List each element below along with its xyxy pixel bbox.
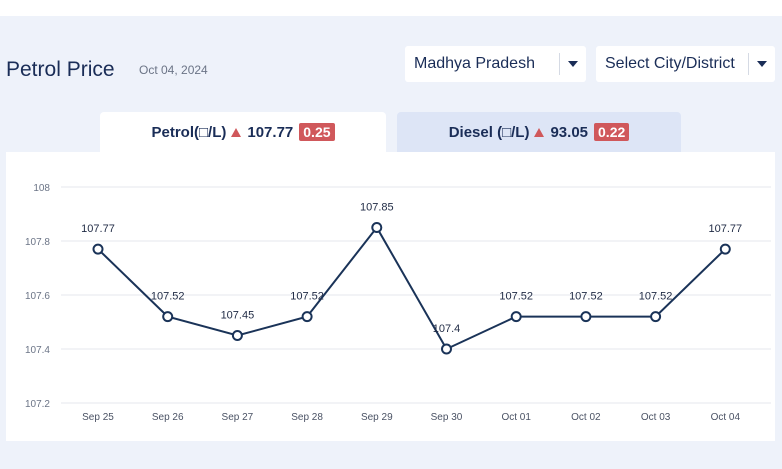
- state-select-value: Madhya Pradesh: [414, 55, 535, 72]
- data-point: [92, 243, 104, 255]
- data-label: 107.85: [360, 202, 394, 214]
- x-tick-label: Sep 26: [152, 412, 184, 423]
- up-triangle-icon: [231, 127, 242, 137]
- data-label: 107.45: [221, 310, 255, 322]
- data-label: 107.52: [151, 291, 185, 303]
- y-tick-label: 107.6: [25, 291, 50, 302]
- data-point: [231, 330, 243, 341]
- y-tick-label: 107.2: [25, 399, 50, 410]
- data-label: 107.52: [639, 291, 673, 303]
- y-tick-label: 107.4: [25, 345, 50, 356]
- state-select-divider: [559, 53, 560, 75]
- data-point: [162, 311, 174, 323]
- data-label: 107.52: [290, 291, 324, 303]
- x-tick-label: Sep 28: [291, 412, 323, 423]
- x-tick-label: Sep 30: [431, 412, 463, 423]
- tab-petrol-change-badge: 0.25: [299, 123, 335, 141]
- data-label: 107.52: [499, 291, 533, 303]
- state-select[interactable]: Madhya Pradesh: [405, 46, 586, 82]
- data-point: [580, 311, 592, 323]
- y-tick-label: 107.8: [25, 237, 50, 248]
- up-triangle-icon: [534, 127, 545, 137]
- y-tick-label: 108: [33, 183, 50, 194]
- data-point: [650, 311, 662, 323]
- price-date: Oct 04, 2024: [139, 63, 208, 77]
- data-point: [441, 343, 452, 355]
- city-select-divider: [748, 53, 749, 75]
- city-select-value: Select City/District: [605, 55, 735, 72]
- data-label: 107.52: [569, 291, 603, 303]
- x-tick-label: Oct 03: [641, 412, 671, 423]
- data-label: 107.77: [708, 223, 742, 235]
- city-select[interactable]: Select City/District: [596, 46, 775, 82]
- price-line-chart: 107.2 107.4 107.6 107.8 108 Sep 25 Sep 26 Sep 2…: [25, 183, 771, 423]
- data-point: [719, 243, 731, 255]
- tab-petrol-price: 107.77: [247, 123, 294, 141]
- x-tick-label: Sep 29: [361, 412, 393, 423]
- x-tick-label: Oct 01: [501, 412, 531, 423]
- data-label: 107.77: [81, 223, 115, 235]
- tab-petrol[interactable]: Petrol(□/L) 107.77 0.25: [100, 112, 386, 152]
- x-tick-label: Oct 04: [711, 412, 741, 423]
- chevron-down-icon[interactable]: [560, 61, 586, 67]
- chevron-down-icon[interactable]: [749, 61, 775, 67]
- data-point: [510, 311, 522, 323]
- tab-petrol-label: Petrol(□/L): [151, 123, 227, 141]
- x-tick-label: Sep 25: [82, 412, 114, 423]
- data-point: [301, 311, 313, 323]
- series-line: [97, 225, 726, 351]
- page-title: Petrol Price: [6, 58, 115, 81]
- tab-diesel[interactable]: Diesel (□/L) 93.05 0.22: [397, 112, 681, 152]
- tab-diesel-price: 93.05: [550, 123, 589, 141]
- data-point: [371, 222, 383, 233]
- tab-diesel-change-badge: 0.22: [594, 123, 630, 141]
- x-tick-label: Oct 02: [571, 412, 601, 423]
- chart-card: 107.2 107.4 107.6 107.8 108 Sep 25 Sep 26 Sep 2…: [6, 152, 775, 441]
- top-band: [0, 0, 782, 16]
- tab-diesel-label: Diesel (□/L): [448, 123, 530, 141]
- data-label: 107.4: [433, 323, 461, 335]
- x-tick-label: Sep 27: [222, 412, 254, 423]
